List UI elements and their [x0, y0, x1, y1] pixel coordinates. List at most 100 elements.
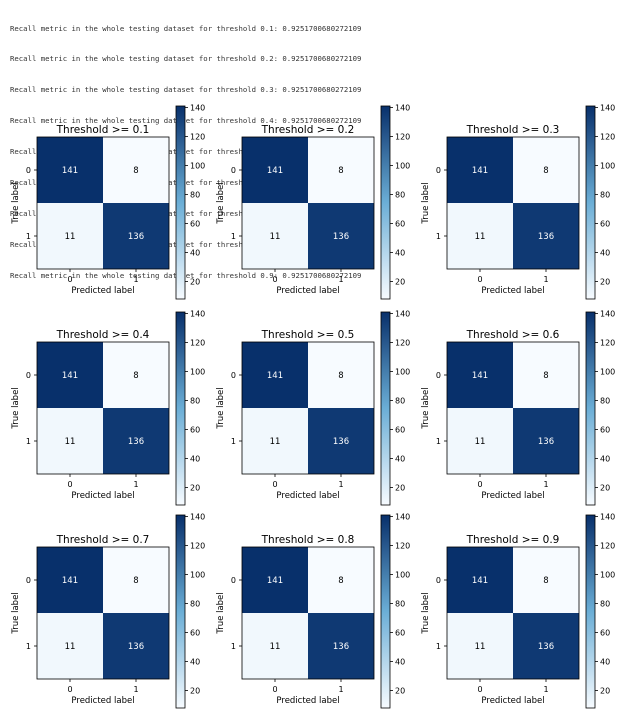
- heatmap-cell: [447, 408, 513, 474]
- colorbar-tick-label: 120: [600, 541, 615, 550]
- heatmap-cell: [242, 408, 308, 474]
- axes-frame: [241, 136, 375, 270]
- x-tick-label: 1: [338, 275, 343, 284]
- confusion-matrix-1: 141 8 11 136 Threshold >= 0.1 0 1 0 1 Predicted l…: [11, 103, 205, 300]
- colorbar-tick-label: 140: [190, 103, 205, 112]
- x-tick-label: 0: [477, 685, 482, 694]
- colorbar-tick-label: 80: [600, 397, 610, 406]
- cell-value-label: 136: [128, 232, 144, 242]
- heatmap-cell: [308, 137, 374, 203]
- y-tick-label: 1: [436, 642, 441, 651]
- heatmap-cell: [513, 613, 579, 679]
- cell-value-label: 141: [472, 371, 488, 381]
- colorbar-tick-label: 140: [395, 512, 410, 521]
- colorbar-tick-label: 60: [600, 220, 610, 229]
- colorbar-gradient: [176, 312, 185, 505]
- colorbar: 20 40 60 80 100 120 140: [585, 309, 615, 506]
- heatmap-cell: [447, 613, 513, 679]
- y-tick-label: 0: [436, 371, 441, 380]
- heatmap-cell: [242, 342, 308, 408]
- axes-frame: [446, 341, 580, 475]
- y-tick-label: 1: [231, 437, 236, 446]
- colorbar-tick-label: 100: [395, 367, 410, 376]
- chart-title: Threshold >= 0.2: [261, 124, 355, 136]
- y-tick-label: 1: [436, 232, 441, 241]
- y-tick-label: 0: [231, 576, 236, 585]
- y-tick-label: 1: [26, 642, 31, 651]
- colorbar-tick-label: 80: [600, 191, 610, 200]
- cell-value-label: 141: [62, 371, 78, 381]
- colorbar-frame: [585, 311, 596, 506]
- chart-title: Threshold >= 0.5: [261, 329, 355, 341]
- colorbar-gradient: [381, 106, 390, 299]
- heatmap-cell: [103, 613, 169, 679]
- axes-frame: [36, 136, 170, 270]
- colorbar-gradient: [586, 106, 595, 299]
- cell-value-label: 11: [270, 642, 281, 652]
- colorbar-frame: [380, 105, 391, 300]
- colorbar-gradient: [381, 312, 390, 505]
- colorbar-tick-label: 60: [395, 426, 405, 435]
- colorbar-tick-label: 40: [395, 455, 405, 464]
- colorbar-frame: [175, 514, 186, 709]
- cell-value-label: 141: [472, 166, 488, 176]
- colorbar-tick-label: 100: [600, 570, 615, 579]
- colorbar-tick-label: 60: [600, 629, 610, 638]
- heatmap-cell: [242, 137, 308, 203]
- cell-value-label: 136: [333, 437, 349, 447]
- chart-title: Threshold >= 0.8: [261, 534, 355, 546]
- heatmap-cell: [513, 137, 579, 203]
- colorbar-tick-label: 140: [600, 309, 615, 318]
- y-tick-label: 1: [231, 232, 236, 241]
- colorbar-tick-label: 40: [600, 249, 610, 258]
- x-axis-label: Predicted label: [71, 696, 134, 706]
- cell-value-label: 11: [270, 232, 281, 242]
- colorbar: 20 40 60 80 100 120 140: [380, 512, 410, 709]
- heatmap-cell: [513, 342, 579, 408]
- y-tick-label: 0: [26, 371, 31, 380]
- colorbar-tick-label: 40: [190, 249, 200, 258]
- heatmap-cell: [37, 613, 103, 679]
- colorbar-gradient: [586, 312, 595, 505]
- x-tick-label: 1: [338, 685, 343, 694]
- heatmap-cell: [37, 408, 103, 474]
- colorbar-tick-label: 40: [395, 249, 405, 258]
- colorbar-tick-label: 120: [190, 132, 205, 141]
- colorbar-tick-label: 120: [395, 132, 410, 141]
- x-tick-label: 1: [543, 480, 548, 489]
- confusion-matrix-7: 141 8 11 136 Threshold >= 0.7 0 1 0 1 Predicted l…: [11, 512, 205, 709]
- heatmap-cell: [242, 547, 308, 613]
- colorbar-tick-label: 40: [395, 658, 405, 667]
- cell-value-label: 136: [333, 642, 349, 652]
- x-axis-label: Predicted label: [71, 491, 134, 501]
- heatmap-cell: [37, 547, 103, 613]
- colorbar-tick-label: 100: [190, 570, 205, 579]
- cell-value-label: 11: [475, 642, 486, 652]
- x-tick-label: 0: [272, 480, 277, 489]
- heatmap-cell: [513, 203, 579, 269]
- colorbar-tick-label: 100: [190, 161, 205, 170]
- cell-value-label: 11: [475, 437, 486, 447]
- x-axis-label: Predicted label: [276, 696, 339, 706]
- x-tick-label: 1: [133, 685, 138, 694]
- y-tick-label: 0: [231, 166, 236, 175]
- chart-title: Threshold >= 0.4: [56, 329, 150, 341]
- colorbar-tick-label: 100: [395, 161, 410, 170]
- cell-value-label: 8: [543, 166, 548, 176]
- colorbar-tick-label: 120: [395, 541, 410, 550]
- heatmap-cell: [242, 203, 308, 269]
- colorbar-tick-label: 60: [190, 220, 200, 229]
- confusion-matrix-5: 141 8 11 136 Threshold >= 0.5 0 1 0 1 Predicted l…: [216, 309, 410, 506]
- colorbar-gradient: [586, 515, 595, 708]
- chart-title: Threshold >= 0.1: [56, 124, 150, 136]
- colorbar-gradient: [176, 515, 185, 708]
- colorbar-tick-label: 140: [395, 309, 410, 318]
- cell-value-label: 11: [475, 232, 486, 242]
- x-tick-label: 0: [67, 685, 72, 694]
- colorbar-tick-label: 100: [600, 161, 615, 170]
- axes-frame: [36, 341, 170, 475]
- heatmap-cell: [103, 137, 169, 203]
- cell-value-label: 136: [538, 232, 554, 242]
- heatmap-cell: [308, 613, 374, 679]
- colorbar-gradient: [381, 515, 390, 708]
